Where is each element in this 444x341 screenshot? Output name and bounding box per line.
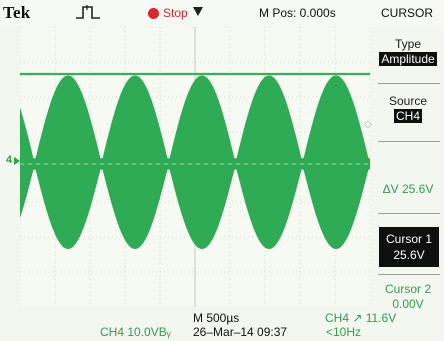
menu-divider [378, 213, 440, 214]
menu-divider [378, 141, 440, 142]
trigger-position-marker [193, 7, 203, 16]
menu-source-value: CH4 [393, 109, 422, 123]
channel-4-ground-marker: 4 [6, 154, 13, 166]
menu-type[interactable]: Type Amplitude [372, 37, 444, 67]
ground-arrow-icon [14, 157, 20, 165]
run-status-indicator [148, 8, 159, 19]
channel-scale-readout: CH4 10.0VBᵧ [100, 325, 171, 339]
waveform-display [20, 27, 370, 307]
date-time-readout: 26–Mar–14 09:37 [193, 325, 288, 339]
menu-divider [378, 274, 440, 275]
delta-v-readout: ΔV 25.6V [382, 182, 434, 196]
pulse-trigger-icon [76, 5, 100, 19]
cursor-2-label: Cursor 2 [384, 282, 431, 296]
cursor-1-value: 25.6V [393, 248, 425, 262]
menu-divider [378, 83, 440, 84]
menu-source[interactable]: Source CH4 [372, 94, 444, 124]
brand-logo: Tek [3, 3, 31, 22]
timebase-readout: M 500µs [193, 311, 240, 325]
status-bar-top: Tek Stop M Pos: 0.000s CURSOR [0, 0, 444, 26]
menu-source-label: Source [388, 94, 428, 108]
horizontal-position-readout: M Pos: 0.000s [259, 6, 336, 20]
cursor-2-value: 0.00V [392, 297, 424, 311]
menu-type-value: Amplitude [379, 52, 437, 66]
cursor-1-label: Cursor 1 [385, 232, 432, 246]
run-status-label: Stop [163, 6, 188, 20]
cursor-diamond-icon: ◇ [364, 119, 372, 130]
menu-cursor-1[interactable]: Cursor 1 25.6V [379, 227, 439, 267]
menu-type-label: Type [394, 37, 421, 51]
cursor-side-menu: Type Amplitude Source CH4 ΔV 25.6V Curso… [372, 27, 444, 311]
ch4-waveform-trace [20, 75, 370, 250]
trigger-frequency-readout: <10Hz [326, 325, 362, 339]
trigger-readout: CH4 ↗ 11.6V [325, 311, 397, 325]
menu-cursor-2[interactable]: Cursor 2 0.00V [372, 282, 444, 312]
menu-title: CURSOR [380, 6, 433, 20]
